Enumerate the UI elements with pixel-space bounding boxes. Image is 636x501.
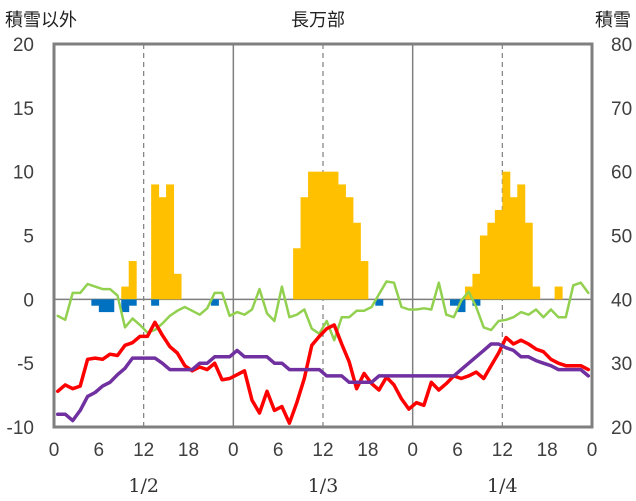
negative-bar bbox=[121, 299, 130, 313]
negative-bar bbox=[457, 299, 466, 313]
left-tick-label: 15 bbox=[13, 99, 34, 120]
x-tick-label: 12 bbox=[492, 440, 513, 461]
precipitation-bar bbox=[487, 222, 496, 300]
right-tick-label: 80 bbox=[611, 35, 632, 56]
series-line-2 bbox=[55, 320, 591, 425]
series-line-1 bbox=[56, 280, 590, 342]
x-tick-label: 0 bbox=[228, 440, 239, 461]
left-tick-label: -5 bbox=[17, 354, 34, 375]
precipitation-bar bbox=[532, 286, 541, 300]
precipitation-bar bbox=[494, 209, 503, 300]
plot-frame bbox=[52, 42, 594, 429]
precipitation-bar bbox=[360, 261, 369, 300]
negative-bar bbox=[128, 299, 137, 306]
precipitation-bar bbox=[151, 184, 160, 300]
x-tick-label: 18 bbox=[537, 440, 558, 461]
x-tick-label: 0 bbox=[587, 440, 598, 461]
negative-bars bbox=[91, 299, 481, 313]
precipitation-bar bbox=[554, 286, 563, 300]
precipitation-bar bbox=[337, 184, 346, 300]
precipitation-bar bbox=[330, 171, 339, 300]
negative-bar bbox=[151, 299, 160, 306]
left-axis-title: 積雪以外 bbox=[5, 10, 77, 31]
precipitation-bar bbox=[293, 248, 302, 300]
negative-bar bbox=[98, 299, 107, 313]
negative-bar bbox=[91, 299, 100, 306]
right-tick-label: 50 bbox=[611, 227, 632, 248]
day-labels: 1/2 1/3 1/4 bbox=[128, 475, 517, 497]
series-line-3 bbox=[55, 342, 591, 423]
precipitation-bar bbox=[502, 171, 511, 300]
negative-bar bbox=[375, 299, 384, 306]
left-tick-label: 20 bbox=[13, 35, 34, 56]
x-tick-label: 12 bbox=[133, 440, 154, 461]
right-axis-title: 積雪 bbox=[595, 10, 631, 31]
x-tick-label: 6 bbox=[452, 440, 463, 461]
precipitation-bar bbox=[509, 197, 518, 300]
left-tick-label: 0 bbox=[23, 290, 34, 311]
x-tick-label: 0 bbox=[49, 440, 60, 461]
precipitation-bar bbox=[323, 171, 331, 300]
chart-title: 長万部 bbox=[291, 10, 345, 31]
precipitation-bar bbox=[517, 184, 526, 300]
left-axis-ticks: 20 15 10 5 0 -5 -10 bbox=[7, 35, 34, 439]
precipitation-bar bbox=[128, 261, 137, 300]
day-label: 1/4 bbox=[487, 475, 518, 497]
negative-bar bbox=[210, 299, 219, 306]
x-axis-ticks: 0 6 12 18 0 6 12 18 0 6 12 18 0 bbox=[49, 440, 598, 461]
x-tick-label: 18 bbox=[357, 440, 378, 461]
x-tick-label: 12 bbox=[312, 440, 333, 461]
right-tick-label: 40 bbox=[611, 290, 632, 311]
precipitation-bars bbox=[121, 171, 563, 300]
precipitation-bar bbox=[479, 235, 488, 300]
precipitation-bar bbox=[173, 273, 182, 300]
x-tick-label: 6 bbox=[273, 440, 284, 461]
precipitation-bar bbox=[524, 222, 533, 300]
line-series bbox=[55, 280, 591, 425]
precipitation-bar bbox=[345, 197, 354, 300]
precipitation-bar bbox=[472, 273, 481, 300]
day-label: 1/2 bbox=[128, 475, 159, 497]
day-label: 1/3 bbox=[308, 475, 339, 497]
precipitation-bar bbox=[166, 184, 175, 300]
x-tick-label: 0 bbox=[407, 440, 418, 461]
precipitation-bar bbox=[300, 197, 309, 300]
negative-bar bbox=[450, 299, 458, 306]
precipitation-bar bbox=[315, 171, 324, 300]
x-tick-label: 18 bbox=[178, 440, 199, 461]
left-tick-label: 5 bbox=[23, 227, 34, 248]
plot-border bbox=[52, 42, 594, 429]
right-tick-label: 20 bbox=[611, 418, 632, 439]
precipitation-bar bbox=[352, 222, 361, 300]
right-tick-label: 30 bbox=[611, 354, 632, 375]
negative-bar bbox=[472, 299, 481, 306]
precipitation-bar bbox=[308, 171, 317, 300]
right-tick-label: 60 bbox=[611, 163, 632, 184]
negative-bar bbox=[106, 299, 115, 313]
left-tick-label: 10 bbox=[13, 163, 34, 184]
left-tick-label: -10 bbox=[7, 418, 34, 439]
right-axis-ticks: 80 70 60 50 40 30 20 bbox=[611, 35, 632, 439]
x-tick-label: 6 bbox=[94, 440, 105, 461]
right-tick-label: 70 bbox=[611, 99, 632, 120]
precipitation-bar bbox=[158, 197, 167, 300]
precipitation-bar bbox=[121, 286, 130, 300]
